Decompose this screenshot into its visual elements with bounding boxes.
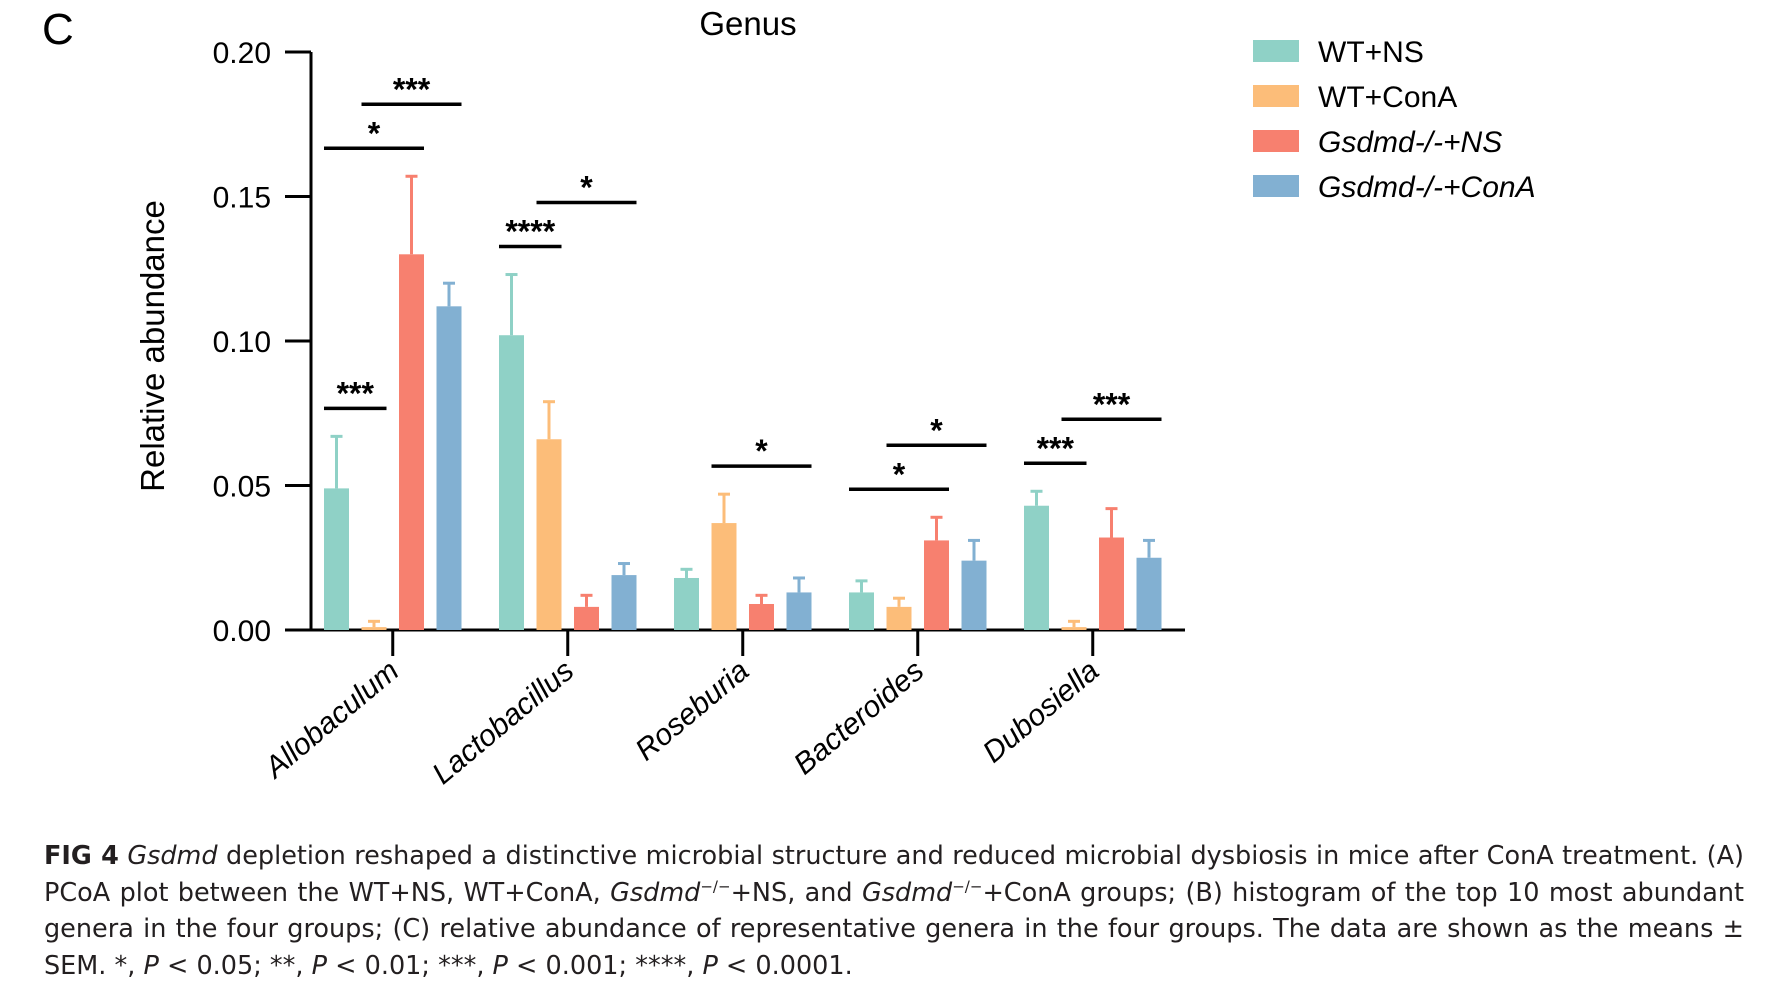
significance-label: ***	[393, 71, 431, 107]
caption-sup-2: −/−	[952, 877, 983, 895]
caption-p3: P	[492, 950, 508, 981]
significance-brackets: *************** ******	[324, 71, 1162, 492]
y-axis-label: Relative abundance	[134, 200, 171, 492]
significance-label: *	[930, 412, 943, 448]
bar	[1136, 557, 1162, 630]
significance-label: ***	[337, 375, 375, 411]
legend-swatch	[1253, 175, 1299, 197]
caption-p2: P	[311, 950, 328, 981]
bar	[1099, 537, 1124, 630]
caption-part-a1: (A) PCoA plot between the WT+NS, WT+ConA…	[44, 841, 1744, 908]
bar	[674, 577, 699, 630]
bars	[324, 174, 1162, 631]
legend-swatch	[1253, 130, 1299, 152]
relative-abundance-chart: C Genus Relative abundance 0.000.050.100…	[42, 5, 1536, 791]
bar	[749, 603, 774, 630]
bar	[886, 606, 912, 630]
caption-t3: < 0.001; ****,	[507, 950, 703, 981]
bar	[1061, 627, 1087, 630]
bar	[924, 540, 949, 630]
caption-sup-1: −/−	[700, 877, 731, 895]
bar	[324, 488, 349, 630]
significance-label: ***	[1037, 430, 1075, 466]
legend-label: WT+ConA	[1318, 81, 1457, 114]
significance-label: ***	[1093, 386, 1131, 422]
caption-p1: P	[143, 950, 159, 981]
caption-part-a2: +NS, and	[730, 877, 862, 908]
caption-gene-1: Gsdmd	[610, 877, 701, 908]
caption-label: FIG 4	[44, 841, 119, 871]
y-tick-label: 0.10	[213, 326, 271, 359]
legend-swatch	[1253, 40, 1299, 62]
caption-t2: < 0.01; ***,	[327, 950, 493, 981]
significance-label: *	[368, 115, 381, 151]
bar	[961, 560, 987, 630]
x-tick-label: Bacteroides	[788, 654, 931, 781]
x-tick-label: Dubosiella	[977, 654, 1106, 769]
x-tick-label: Allobaculum	[257, 654, 405, 786]
caption-t4: < 0.0001.	[717, 950, 853, 981]
caption-t1: < 0.05; **,	[158, 950, 312, 981]
bar	[536, 439, 562, 630]
x-tick-label: Roseburia	[629, 654, 755, 767]
legend: WT+NS WT+ConA Gsdmd-/-+NS Gsdmd-/-+ConA	[1253, 36, 1536, 204]
legend-swatch	[1253, 85, 1299, 107]
bar	[399, 254, 424, 631]
caption-part-a3: +ConA groups; (B) histogram of the top 1…	[44, 877, 1745, 981]
chart-title: Genus	[699, 5, 796, 42]
legend-label: Gsdmd-/-+ConA	[1318, 171, 1536, 204]
legend-label: WT+NS	[1318, 36, 1424, 69]
bar	[711, 523, 737, 630]
bar	[611, 575, 637, 630]
bar	[499, 335, 524, 630]
y-tick-label: 0.00	[213, 615, 271, 648]
bar	[361, 627, 387, 630]
panel-label: C	[42, 5, 74, 54]
figure-caption: FIG 4 Gsdmd depletion reshaped a distinc…	[44, 838, 1744, 984]
y-tick-label: 0.20	[213, 37, 271, 70]
bar	[574, 606, 599, 630]
bar	[1024, 505, 1049, 630]
significance-label: *	[893, 456, 906, 492]
bar	[849, 592, 874, 630]
caption-title: depletion reshaped a distinctive microbi…	[217, 841, 1699, 871]
significance-label: ****	[505, 214, 555, 250]
caption-gene-2: Gsdmd	[861, 877, 953, 908]
caption-p4: P	[702, 950, 718, 981]
legend-label: Gsdmd-/-+NS	[1318, 126, 1502, 159]
y-tick-label: 0.05	[213, 471, 271, 504]
significance-label: *	[755, 433, 768, 469]
significance-label: *	[580, 170, 593, 206]
axes: 0.00 0.05 0.10 0.15 0.20 Allobaculum Lactobaci…	[213, 37, 1185, 791]
y-tick-label: 0.15	[213, 182, 271, 215]
bar	[786, 592, 812, 630]
caption-gene: Gsdmd	[127, 841, 218, 871]
bar	[436, 306, 462, 630]
x-tick-label: Lactobacillus	[426, 654, 580, 791]
